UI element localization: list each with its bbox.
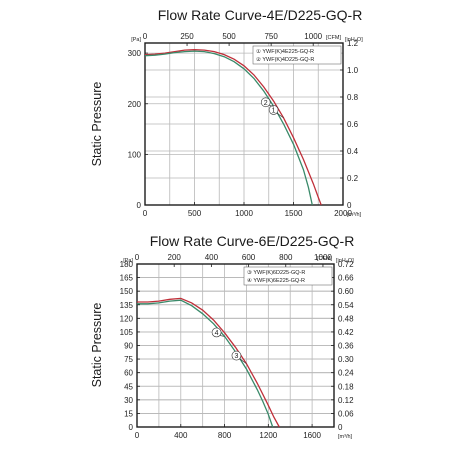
x-bottom-unit: [m³/h]	[347, 212, 362, 218]
callout-leader	[268, 104, 274, 107]
y-right-tick-label: 0.4	[347, 147, 359, 156]
y-right-tick-label: 0.60	[338, 287, 354, 296]
y-right-tick-label: 0.48	[338, 314, 354, 323]
x-tick-label: 800	[218, 431, 232, 440]
x-tick-label: 1600	[303, 431, 321, 440]
y-left-unit: [Pa]	[123, 258, 133, 264]
y-axis-label: Static Pressure	[90, 303, 104, 388]
x-top-unit: [CFM]	[326, 35, 341, 41]
y-right-tick-label: 0.06	[338, 409, 354, 418]
y-right-tick-label: 0.54	[338, 301, 354, 310]
callout-label: 2	[264, 100, 268, 107]
y-right-tick-label: 0.36	[338, 342, 354, 351]
y-tick-label: 150	[120, 287, 134, 296]
y-right-tick-label: 0.24	[338, 369, 354, 378]
callout-leader	[219, 335, 225, 337]
chart-panel-1: Flow Rate Curve-4E/D225-GQ-R Static Press…	[90, 7, 363, 218]
y-tick-label: 75	[124, 355, 133, 364]
y-tick-label: 90	[124, 342, 133, 351]
y-right-tick-label: 0.12	[338, 396, 354, 405]
x-top-tick-label: 1000	[304, 32, 322, 41]
x-top-tick-label: 500	[222, 32, 236, 41]
legend-entry: ③ YWF(K)6D225-GQ-R	[247, 269, 305, 276]
y-tick-label: 45	[124, 382, 133, 391]
series-line-2	[137, 299, 274, 428]
chart-panel-2: Flow Rate Curve-6E/D225-GQ-R Static Press…	[90, 233, 354, 440]
callout-circle	[268, 105, 279, 115]
x-tick-label: 2000	[334, 209, 352, 218]
y-right-tick-label: 1.0	[347, 66, 359, 75]
y-tick-label: 300	[128, 49, 142, 58]
y-right-tick-label: 0.72	[338, 260, 354, 269]
x-top-tick-label: 0	[135, 253, 140, 262]
y-axis-label: Static Pressure	[90, 82, 104, 167]
legend-box	[243, 266, 333, 286]
y-right-tick-label: 0	[347, 201, 352, 210]
series-line-1	[144, 48, 322, 206]
x-top-tick-label: 600	[242, 253, 256, 262]
y-tick-label: 165	[120, 274, 134, 283]
y-tick-label: 180	[120, 260, 134, 269]
x-tick-label: 0	[135, 431, 140, 440]
x-tick-label: 1500	[285, 209, 303, 218]
y-tick-label: 60	[124, 369, 133, 378]
y-right-tick-label: 0.2	[347, 174, 359, 183]
legend-box	[252, 45, 342, 65]
y-right-unit: [inH₂O]	[345, 37, 363, 43]
x-top-unit: [CFM]	[317, 256, 332, 262]
callout-circle	[231, 350, 242, 361]
y-right-tick-label: 0.8	[347, 93, 359, 102]
callout-leader	[239, 358, 247, 364]
x-top-tick-label: 750	[264, 32, 278, 41]
series-line-2	[144, 50, 313, 206]
legend-entry: ④ YWF(K)6E225-GQ-R	[247, 277, 305, 284]
x-top-tick-label: 200	[168, 253, 182, 262]
y-left-unit: [Pa]	[131, 37, 141, 43]
callout-circle	[211, 327, 222, 338]
y-right-tick-label: 0.30	[338, 355, 354, 364]
y-tick-label: 0	[137, 201, 142, 210]
callout-label: 4	[215, 330, 219, 337]
y-right-tick-label: 0.6	[347, 120, 359, 129]
x-tick-label: 0	[143, 209, 148, 218]
series-line-1	[137, 297, 280, 428]
y-right-unit: [inH₂O]	[336, 258, 354, 264]
x-top-tick-label: 400	[205, 253, 219, 262]
callout-label: 1	[272, 107, 276, 114]
y-right-tick-label: 0.42	[338, 328, 354, 337]
y-tick-label: 30	[124, 396, 133, 405]
callout-leader	[276, 112, 284, 119]
chart-title: Flow Rate Curve-6E/D225-GQ-R	[150, 233, 355, 249]
legend-entry: ② YWF(K)4D225-GQ-R	[256, 56, 314, 63]
y-right-tick-label: 0.66	[338, 274, 354, 283]
x-tick-label: 400	[174, 431, 188, 440]
y-right-tick-label: 0	[338, 423, 343, 432]
y-tick-label: 0	[129, 423, 134, 432]
chart-title: Flow Rate Curve-4E/D225-GQ-R	[158, 7, 363, 23]
x-bottom-unit: [m³/h]	[338, 434, 353, 440]
x-top-tick-label: 250	[180, 32, 194, 41]
x-top-tick-label: 0	[143, 32, 148, 41]
y-tick-label: 15	[124, 409, 133, 418]
y-right-tick-label: 1.2	[347, 39, 359, 48]
x-top-tick-label: 1000	[314, 253, 332, 262]
y-tick-label: 100	[128, 150, 142, 159]
x-tick-label: 1200	[259, 431, 277, 440]
y-tick-label: 200	[128, 100, 142, 109]
x-tick-label: 500	[188, 209, 202, 218]
y-tick-label: 120	[120, 314, 134, 323]
y-tick-label: 135	[120, 301, 134, 310]
callout-circle	[260, 97, 271, 108]
y-right-tick-label: 0.18	[338, 382, 354, 391]
x-tick-label: 1000	[235, 209, 253, 218]
y-tick-label: 105	[120, 328, 134, 337]
legend-entry: ① YWF(K)4E225-GQ-R	[256, 48, 314, 55]
x-top-tick-label: 800	[279, 253, 293, 262]
callout-label: 3	[234, 353, 238, 360]
